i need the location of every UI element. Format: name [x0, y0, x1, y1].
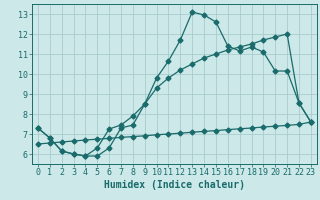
X-axis label: Humidex (Indice chaleur): Humidex (Indice chaleur)	[104, 180, 245, 190]
